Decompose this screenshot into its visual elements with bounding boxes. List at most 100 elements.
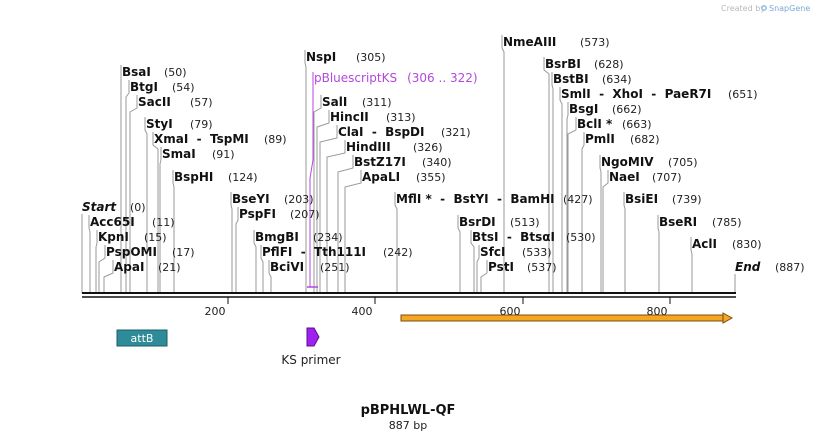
snapgene-branding: Created by SnapGene	[721, 4, 810, 13]
enzyme-position: (321)	[441, 126, 471, 139]
enzyme-position: (57)	[190, 96, 213, 109]
ruler-tick-label: 400	[352, 305, 373, 318]
enzyme-leader-line	[581, 132, 585, 293]
enzyme-leader-line	[566, 102, 569, 293]
enzyme-site[interactable]: BstZ17I (340)	[354, 155, 452, 169]
enzyme-site[interactable]: SacII (57)	[138, 95, 213, 109]
snapgene-logo-icon	[761, 5, 767, 11]
enzyme-site[interactable]: StyI (79)	[146, 117, 213, 131]
enzyme-name: HindIII	[346, 140, 391, 154]
enzyme-site[interactable]: PspFI (207)	[239, 207, 320, 221]
enzyme-leader-line	[470, 230, 475, 293]
primer-ks[interactable]: KS primer	[281, 327, 341, 367]
enzyme-site[interactable]: XmaI - TspMI (89)	[154, 132, 287, 146]
enzyme-site[interactable]: BciVI (251)	[270, 260, 350, 274]
enzyme-position: (54)	[172, 81, 195, 94]
enzyme-leader-line	[95, 230, 98, 293]
enzyme-site[interactable]: PmlI (682)	[585, 132, 660, 146]
enzyme-site[interactable]: BsrBI (628)	[545, 57, 624, 71]
enzyme-site[interactable]: ClaI - BspDI (321)	[338, 125, 471, 139]
enzyme-leader-line	[559, 87, 563, 293]
enzyme-name: BspHI	[174, 170, 213, 184]
enzyme-leader-line	[125, 80, 130, 293]
enzyme-site[interactable]: HindIII (326)	[346, 140, 443, 154]
enzyme-name: BsiEI	[625, 192, 658, 206]
enzyme-position: (513)	[510, 216, 540, 229]
enzyme-position: (662)	[612, 103, 642, 116]
enzyme-name: KpnI	[98, 230, 129, 244]
enzyme-site[interactable]: BseRI (785)	[659, 215, 742, 229]
enzyme-site[interactable]: NspI (305)	[306, 50, 386, 64]
enzyme-name: MflI * - BstYI - BamHI	[396, 192, 555, 206]
enzyme-site[interactable]: BstBI (634)	[553, 72, 632, 86]
enzyme-site[interactable]: BsaI (50)	[122, 65, 187, 79]
enzyme-site[interactable]: SalI (311)	[322, 95, 392, 109]
enzyme-leader-line	[623, 192, 626, 293]
enzyme-position: (313)	[386, 111, 416, 124]
enzyme-leader-lines	[81, 35, 736, 293]
enzyme-name: AclI	[692, 237, 717, 251]
enzyme-name: NgoMIV	[601, 155, 654, 169]
enzyme-site[interactable]: ApaI (21)	[114, 260, 181, 274]
enzyme-site[interactable]: BclI * (663)	[577, 117, 652, 131]
ruler-tick-label: 200	[205, 305, 226, 318]
enzyme-name: Start	[82, 200, 117, 214]
enzyme-site[interactable]: SmaI (91)	[162, 147, 235, 161]
enzyme-site[interactable]: BtgI (54)	[130, 80, 195, 94]
enzyme-site[interactable]: Acc65I (11)	[90, 215, 175, 229]
enzyme-site[interactable]: End (887)	[735, 260, 805, 274]
enzyme-site[interactable]: PstI (537)	[488, 260, 557, 274]
enzyme-site[interactable]: NgoMIV (705)	[601, 155, 698, 169]
enzyme-site[interactable]: Start (0)	[82, 200, 146, 214]
enzyme-site[interactable]: KpnI (15)	[98, 230, 167, 244]
enzyme-name: BciVI	[270, 260, 304, 274]
enzyme-site[interactable]: BtsI - BtsαI (530)	[472, 230, 596, 244]
enzyme-name: NaeI	[609, 170, 640, 184]
enzyme-site[interactable]: NaeI (707)	[609, 170, 682, 184]
enzyme-site[interactable]: PflFI - Tth111I (242)	[262, 245, 413, 259]
enzyme-name: SalI	[322, 95, 347, 109]
created-by-text: Created by	[721, 4, 765, 13]
enzyme-name: PmlI	[585, 132, 615, 146]
enzyme-position: (707)	[652, 171, 682, 184]
enzyme-site[interactable]: SfcI (533)	[480, 245, 552, 259]
enzyme-site[interactable]: BsrDI (513)	[459, 215, 540, 229]
feature-attb[interactable]: attB	[116, 329, 168, 347]
enzyme-name: BsgI	[569, 102, 598, 116]
enzyme-name: SmlI - XhoI - PaeR7I	[561, 87, 711, 101]
enzyme-leader-line	[98, 245, 106, 293]
enzyme-site[interactable]: BseYI (203)	[232, 192, 314, 206]
enzyme-site[interactable]: NmeAIII (573)	[503, 35, 610, 49]
enzyme-position: (124)	[228, 171, 258, 184]
enzyme-leader-line	[602, 170, 609, 293]
enzyme-name: BstZ17I	[354, 155, 406, 169]
enzyme-name: BmgBI	[255, 230, 299, 244]
enzyme-site[interactable]: HincII (313)	[330, 110, 416, 124]
feature-pbluescriptks[interactable]: pBluescriptKS (306 .. 322)	[307, 71, 478, 288]
enzyme-site[interactable]: BmgBI (234)	[255, 230, 343, 244]
enzyme-position: (663)	[622, 118, 652, 131]
enzyme-site[interactable]: BsgI (662)	[569, 102, 642, 116]
enzyme-name: XmaI - TspMI	[154, 132, 249, 146]
enzyme-site[interactable]: BsiEI (739)	[625, 192, 702, 206]
enzyme-position: (705)	[668, 156, 698, 169]
enzyme-site[interactable]: SmlI - XhoI - PaeR7I (651)	[561, 87, 758, 101]
enzyme-name: ApaI	[114, 260, 144, 274]
enzyme-leader-line	[476, 245, 480, 293]
enzyme-position: (887)	[775, 261, 805, 274]
enzyme-name: NspI	[306, 50, 336, 64]
enzyme-leader-line	[657, 215, 660, 293]
enzyme-site[interactable]: AclI (830)	[692, 237, 762, 251]
enzyme-site[interactable]: BspHI (124)	[174, 170, 258, 184]
orange-feature-arrow[interactable]	[400, 312, 734, 324]
enzyme-site[interactable]: MflI * - BstYI - BamHI (427)	[396, 192, 593, 206]
enzyme-leader-line	[268, 260, 272, 293]
enzyme-leader-line	[337, 155, 354, 293]
enzyme-name: SacII	[138, 95, 171, 109]
enzyme-site[interactable]: ApaLI (355)	[362, 170, 446, 184]
enzyme-name: PspFI	[239, 207, 276, 221]
orange-feature-arrowhead	[722, 312, 734, 324]
enzyme-name: HincII	[330, 110, 369, 124]
enzyme-site[interactable]: PspOMI (17)	[106, 245, 195, 259]
enzyme-position: (207)	[290, 208, 320, 221]
